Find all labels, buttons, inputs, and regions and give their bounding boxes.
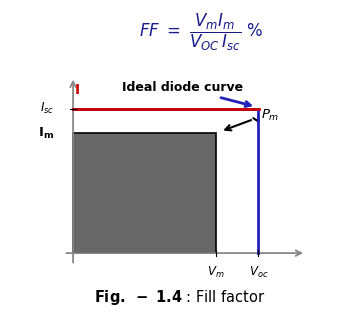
Text: $P_m$: $P_m$ — [261, 108, 279, 123]
Text: $V_{oc}$: $V_{oc}$ — [249, 265, 268, 280]
Bar — [73, 133, 216, 253]
Text: I: I — [75, 83, 80, 97]
Text: $\mathit{FF}\ =\ \dfrac{V_m I_m}{V_{OC}\,I_{sc}}\ \%$: $\mathit{FF}\ =\ \dfrac{V_m I_m}{V_{OC}\… — [139, 11, 264, 53]
Text: $\mathbf{I_m}$: $\mathbf{I_m}$ — [38, 126, 54, 141]
Text: Ideal diode curve: Ideal diode curve — [122, 81, 251, 107]
Text: $\bf{Fig.\ -\ 1.4}$ : Fill factor: $\bf{Fig.\ -\ 1.4}$ : Fill factor — [94, 288, 266, 307]
Text: $V_m$: $V_m$ — [207, 265, 224, 280]
Text: $I_{sc}$: $I_{sc}$ — [40, 101, 54, 116]
